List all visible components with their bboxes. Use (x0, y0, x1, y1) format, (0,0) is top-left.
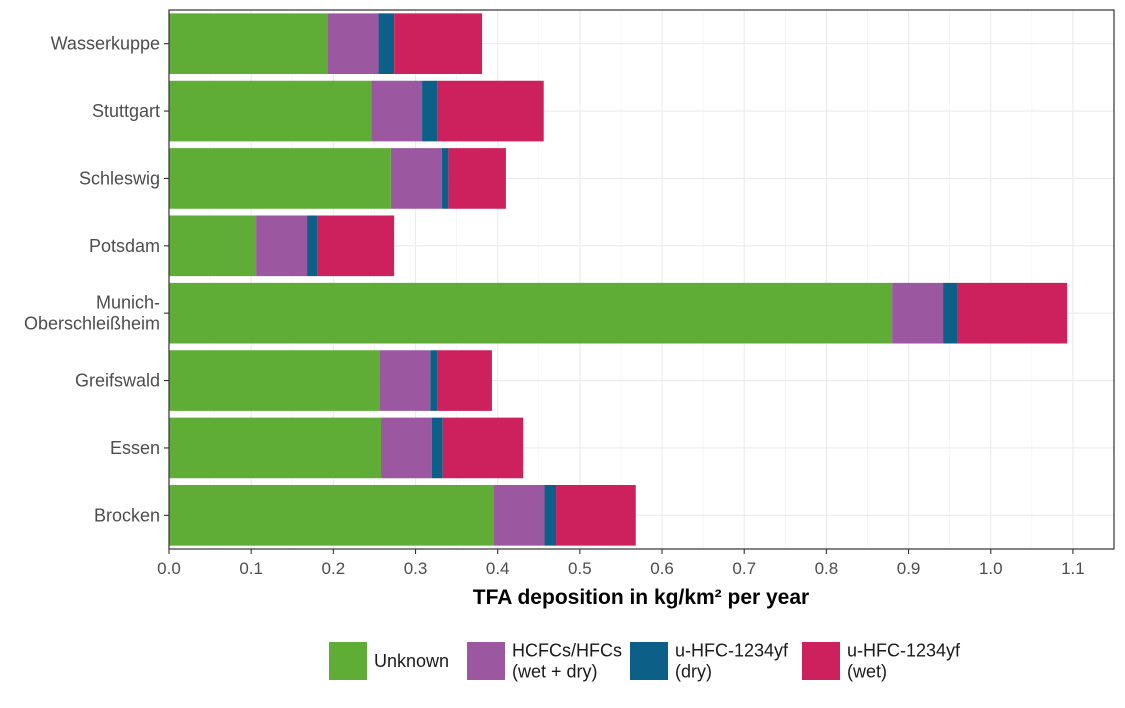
legend-label-u-hfc-1234yf-wet: u-HFC-1234yf (847, 641, 961, 661)
bar-wasserkuppe-u-hfc-1234yf-wet (394, 13, 483, 75)
bar-stuttgart-u-hfc-1234yf-dry (422, 80, 438, 142)
x-tick-label: 1.1 (1061, 559, 1085, 578)
bar-wasserkuppe-u-hfc-1234yf-dry (378, 13, 395, 75)
legend-label-u-hfc-1234yf-dry: u-HFC-1234yf (675, 641, 789, 661)
bar-schleswig-unknown (169, 148, 391, 209)
bar-potsdam-unknown (169, 215, 257, 277)
x-tick-label: 0.0 (157, 559, 181, 578)
category-label-wasserkuppe: Wasserkuppe (51, 34, 160, 54)
plot-border (168, 9, 1115, 550)
bars (169, 13, 1068, 546)
legend-key-hcfcs-hfcs (467, 642, 505, 680)
bar-munich-oberschleissheim-unknown (169, 282, 893, 344)
legend-key-unknown (329, 642, 367, 680)
bar-essen-u-hfc-1234yf-wet (442, 417, 524, 479)
legend-label-u-hfc-1234yf-wet: (wet) (847, 662, 887, 682)
bar-munich-oberschleissheim-u-hfc-1234yf-wet (957, 282, 1068, 344)
x-tick-label: 0.8 (815, 559, 839, 578)
legend: Unknown HCFCs/HFCs(wet + dry) u-HFC-1234yf… (329, 641, 961, 682)
bar-greifswald-u-hfc-1234yf-dry (430, 350, 438, 411)
legend-key-u-hfc-1234yf-wet (802, 642, 840, 680)
x-tick-label: 0.2 (322, 559, 346, 578)
legend-label-u-hfc-1234yf-dry: (dry) (675, 662, 712, 682)
bar-schleswig-hcfcs-hfcs (390, 148, 442, 209)
bar-potsdam-hcfcs-hfcs (256, 215, 308, 277)
bar-brocken-hcfcs-hfcs (493, 484, 545, 546)
bar-schleswig-u-hfc-1234yf-wet (448, 148, 506, 209)
bar-brocken-u-hfc-1234yf-wet (556, 484, 636, 546)
legend-label-hcfcs-hfcs: (wet + dry) (512, 662, 598, 682)
legend-label-hcfcs-hfcs: HCFCs/HFCs (512, 641, 622, 661)
bar-greifswald-hcfcs-hfcs (379, 350, 431, 411)
x-tick-label: 1.0 (979, 559, 1003, 578)
x-tick-label: 0.5 (568, 559, 592, 578)
x-tick-label: 0.9 (897, 559, 921, 578)
category-label-essen: Essen (110, 438, 160, 458)
x-tick-label: 0.1 (239, 559, 263, 578)
x-tick-label: 0.3 (404, 559, 428, 578)
bar-essen-unknown (169, 417, 382, 479)
category-label-stuttgart: Stuttgart (92, 101, 160, 121)
bar-greifswald-u-hfc-1234yf-wet (437, 350, 492, 411)
bar-stuttgart-unknown (169, 80, 372, 142)
bar-wasserkuppe-unknown (169, 13, 328, 75)
category-label-munich-oberschleissheim: Oberschleißheim (24, 314, 160, 334)
bar-munich-oberschleissheim-u-hfc-1234yf-dry (943, 282, 958, 344)
x-axis-title: TFA deposition in kg/km² per year (473, 586, 809, 609)
x-axis-ticks: 0.0 0.1 0.2 0.3 0.4 0.5 0.6 0.7 0.8 0.9 1.0 1.1 (157, 549, 1085, 578)
bar-essen-u-hfc-1234yf-dry (431, 417, 443, 479)
bar-potsdam-u-hfc-1234yf-dry (307, 215, 318, 277)
category-label-munich-oberschleissheim: Munich- (96, 293, 160, 313)
bar-munich-oberschleissheim-hcfcs-hfcs (892, 282, 944, 344)
legend-label-unknown: Unknown (374, 651, 449, 671)
bar-stuttgart-hcfcs-hfcs (371, 80, 423, 142)
bar-potsdam-u-hfc-1234yf-wet (317, 215, 395, 277)
x-tick-label: 0.4 (486, 559, 510, 578)
bar-greifswald-unknown (169, 350, 380, 411)
category-label-brocken: Brocken (94, 505, 160, 525)
legend-key-u-hfc-1234yf-dry (630, 642, 668, 680)
bar-brocken-unknown (169, 484, 494, 546)
category-label-greifswald: Greifswald (75, 371, 160, 391)
bar-schleswig-u-hfc-1234yf-dry (441, 148, 449, 209)
x-tick-label: 0.7 (732, 559, 756, 578)
category-label-potsdam: Potsdam (89, 236, 160, 256)
y-axis-labels: Wasserkuppe Stuttgart Schleswig Potsdam Muni… (24, 34, 169, 525)
bar-stuttgart-u-hfc-1234yf-wet (437, 80, 544, 142)
bar-essen-hcfcs-hfcs (381, 417, 432, 479)
x-tick-label: 0.6 (650, 559, 674, 578)
bar-brocken-u-hfc-1234yf-dry (544, 484, 557, 546)
category-label-schleswig: Schleswig (79, 168, 160, 188)
bar-wasserkuppe-hcfcs-hfcs (327, 13, 379, 75)
